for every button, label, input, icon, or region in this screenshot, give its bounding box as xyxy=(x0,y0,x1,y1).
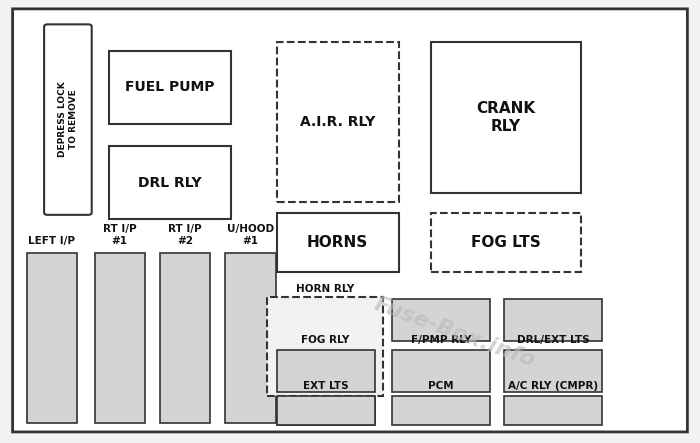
Bar xyxy=(27,253,77,423)
Bar xyxy=(392,350,490,392)
Bar xyxy=(276,350,374,392)
Bar xyxy=(94,253,145,423)
Bar xyxy=(108,51,231,124)
Text: F/PMP RLY: F/PMP RLY xyxy=(411,334,471,345)
Text: U/HOOD
#1: U/HOOD #1 xyxy=(227,224,274,246)
Bar xyxy=(276,396,374,425)
Text: A.I.R. RLY: A.I.R. RLY xyxy=(300,115,375,129)
Bar xyxy=(504,396,602,425)
FancyBboxPatch shape xyxy=(44,24,92,215)
Text: Fuse-Box.info: Fuse-Box.info xyxy=(372,294,538,371)
Bar xyxy=(267,297,383,396)
Text: A/C RLY (CMPR): A/C RLY (CMPR) xyxy=(508,381,598,391)
Bar xyxy=(430,42,581,193)
Bar xyxy=(504,350,602,392)
Bar xyxy=(430,213,581,272)
Bar xyxy=(276,213,399,272)
Text: FOG RLY: FOG RLY xyxy=(301,334,350,345)
Bar xyxy=(276,42,399,202)
Bar xyxy=(225,253,276,423)
Bar xyxy=(108,146,231,219)
Text: HORNS: HORNS xyxy=(307,235,368,250)
Text: FOG LTS: FOG LTS xyxy=(471,235,540,250)
Text: HORN RLY: HORN RLY xyxy=(296,284,355,294)
Bar xyxy=(276,350,374,392)
Text: DRL/EXT LTS: DRL/EXT LTS xyxy=(517,334,589,345)
Text: FUEL PUMP: FUEL PUMP xyxy=(125,81,214,94)
Text: EXT LTS: EXT LTS xyxy=(302,381,349,391)
Text: DRL RLY: DRL RLY xyxy=(138,176,202,190)
Bar xyxy=(504,299,602,341)
Text: DEPRESS LOCK
TO REMOVE: DEPRESS LOCK TO REMOVE xyxy=(58,82,78,157)
Bar xyxy=(276,299,374,341)
Bar xyxy=(276,396,374,425)
Bar xyxy=(392,299,490,341)
Text: CRANK
RLY: CRANK RLY xyxy=(476,101,536,134)
Text: LEFT I/P: LEFT I/P xyxy=(28,236,76,246)
Text: RT I/P
#1: RT I/P #1 xyxy=(103,224,136,246)
FancyBboxPatch shape xyxy=(13,9,687,432)
Text: RT I/P
#2: RT I/P #2 xyxy=(168,224,202,246)
Text: PCM: PCM xyxy=(428,381,454,391)
Bar xyxy=(160,253,210,423)
Bar xyxy=(392,396,490,425)
